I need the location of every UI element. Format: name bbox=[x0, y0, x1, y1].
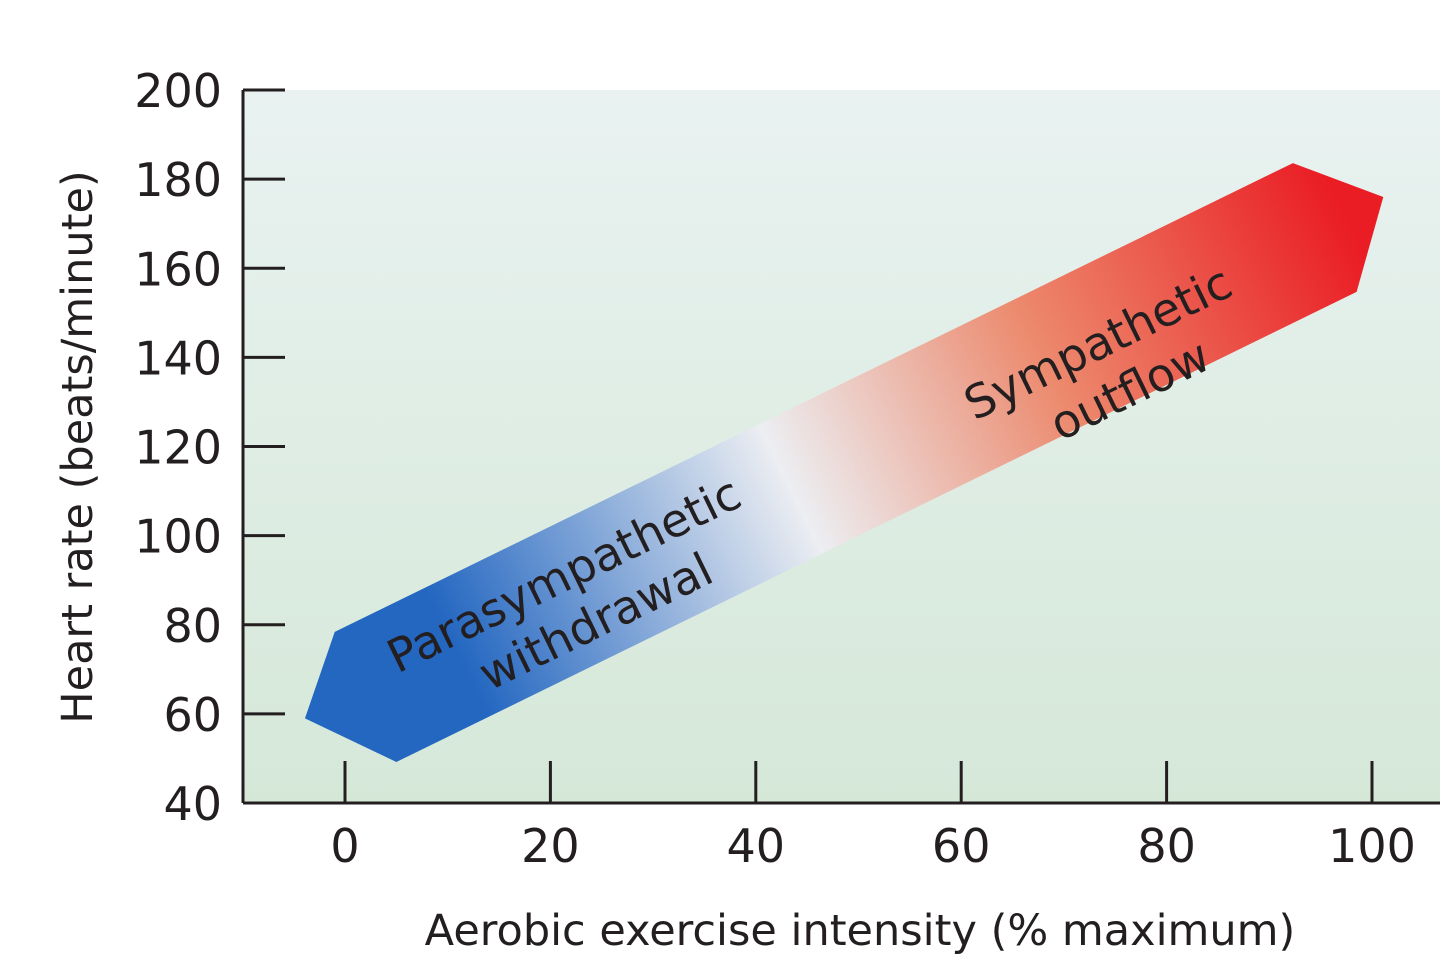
y-tick-label: 180 bbox=[134, 153, 222, 207]
y-tick-label: 200 bbox=[134, 64, 222, 118]
x-tick-label: 20 bbox=[521, 819, 580, 873]
x-axis-label: Aerobic exercise intensity (% maximum) bbox=[425, 906, 1296, 956]
y-tick-label: 160 bbox=[134, 242, 222, 296]
y-tick-label: 100 bbox=[134, 510, 222, 564]
x-tick-label: 0 bbox=[330, 819, 359, 873]
y-tick-label: 60 bbox=[163, 688, 222, 742]
y-tick-label: 120 bbox=[134, 421, 222, 475]
y-axis-label: Heart rate (beats/minute) bbox=[53, 170, 103, 723]
intensity-arrow bbox=[304, 163, 1384, 763]
y-tick-label: 80 bbox=[163, 599, 222, 653]
x-tick-label: 80 bbox=[1137, 819, 1196, 873]
y-tick-label: 140 bbox=[134, 331, 222, 385]
x-tick-label: 60 bbox=[932, 819, 991, 873]
x-tick-label: 100 bbox=[1328, 819, 1416, 873]
y-tick-label: 40 bbox=[163, 777, 222, 831]
x-tick-label: 40 bbox=[727, 819, 786, 873]
